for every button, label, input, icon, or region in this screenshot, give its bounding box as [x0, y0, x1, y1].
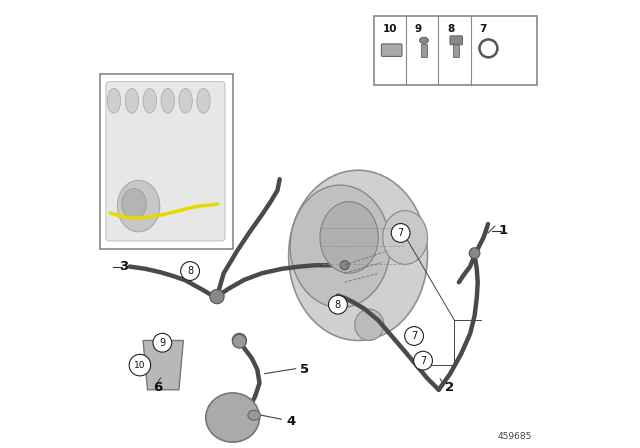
Circle shape [413, 351, 433, 370]
Ellipse shape [383, 211, 428, 264]
Ellipse shape [125, 89, 138, 113]
Polygon shape [143, 340, 183, 390]
Text: 10: 10 [383, 24, 397, 34]
Text: 10: 10 [134, 361, 146, 370]
Text: 9: 9 [415, 24, 422, 34]
Circle shape [391, 224, 410, 242]
Ellipse shape [161, 89, 174, 113]
Ellipse shape [117, 180, 160, 232]
Text: 4: 4 [286, 414, 296, 428]
Text: 1: 1 [498, 224, 508, 237]
Text: 7: 7 [420, 356, 426, 366]
Circle shape [210, 289, 224, 304]
Circle shape [469, 248, 480, 258]
Text: 7: 7 [397, 228, 404, 238]
Circle shape [232, 333, 246, 348]
FancyBboxPatch shape [450, 36, 463, 45]
Ellipse shape [289, 170, 428, 340]
Text: 8: 8 [335, 300, 341, 310]
Ellipse shape [122, 189, 147, 219]
Text: 9: 9 [159, 338, 165, 348]
Circle shape [340, 261, 349, 270]
Ellipse shape [107, 89, 120, 113]
Circle shape [153, 333, 172, 352]
Text: 6: 6 [153, 381, 163, 394]
Text: 459685: 459685 [498, 432, 532, 441]
Text: 7: 7 [411, 331, 417, 341]
Circle shape [180, 262, 200, 280]
Bar [421, 44, 427, 57]
Ellipse shape [179, 89, 192, 113]
Ellipse shape [143, 89, 156, 113]
Bar [374, 16, 538, 85]
Ellipse shape [320, 202, 378, 273]
Ellipse shape [355, 309, 384, 340]
Text: 2: 2 [445, 381, 454, 394]
Ellipse shape [290, 185, 390, 308]
FancyBboxPatch shape [381, 44, 402, 56]
Text: 7: 7 [479, 24, 487, 34]
FancyBboxPatch shape [106, 82, 225, 241]
Text: 5: 5 [300, 363, 309, 376]
Bar [453, 44, 460, 57]
Text: 8: 8 [187, 266, 193, 276]
Ellipse shape [248, 410, 260, 420]
Text: 8: 8 [447, 24, 454, 34]
Ellipse shape [205, 393, 260, 442]
Circle shape [404, 327, 424, 345]
Ellipse shape [419, 37, 428, 43]
Ellipse shape [197, 89, 210, 113]
Text: 3: 3 [119, 260, 129, 273]
Circle shape [129, 354, 150, 376]
Circle shape [328, 295, 348, 314]
Bar [100, 74, 233, 249]
Ellipse shape [233, 335, 246, 348]
